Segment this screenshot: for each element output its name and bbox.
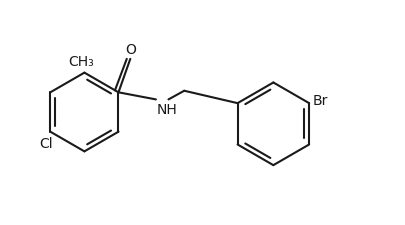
Text: O: O [125,43,136,57]
Text: NH: NH [157,103,177,117]
Text: Br: Br [313,94,328,108]
Text: CH₃: CH₃ [68,55,94,69]
Text: Cl: Cl [39,137,52,151]
